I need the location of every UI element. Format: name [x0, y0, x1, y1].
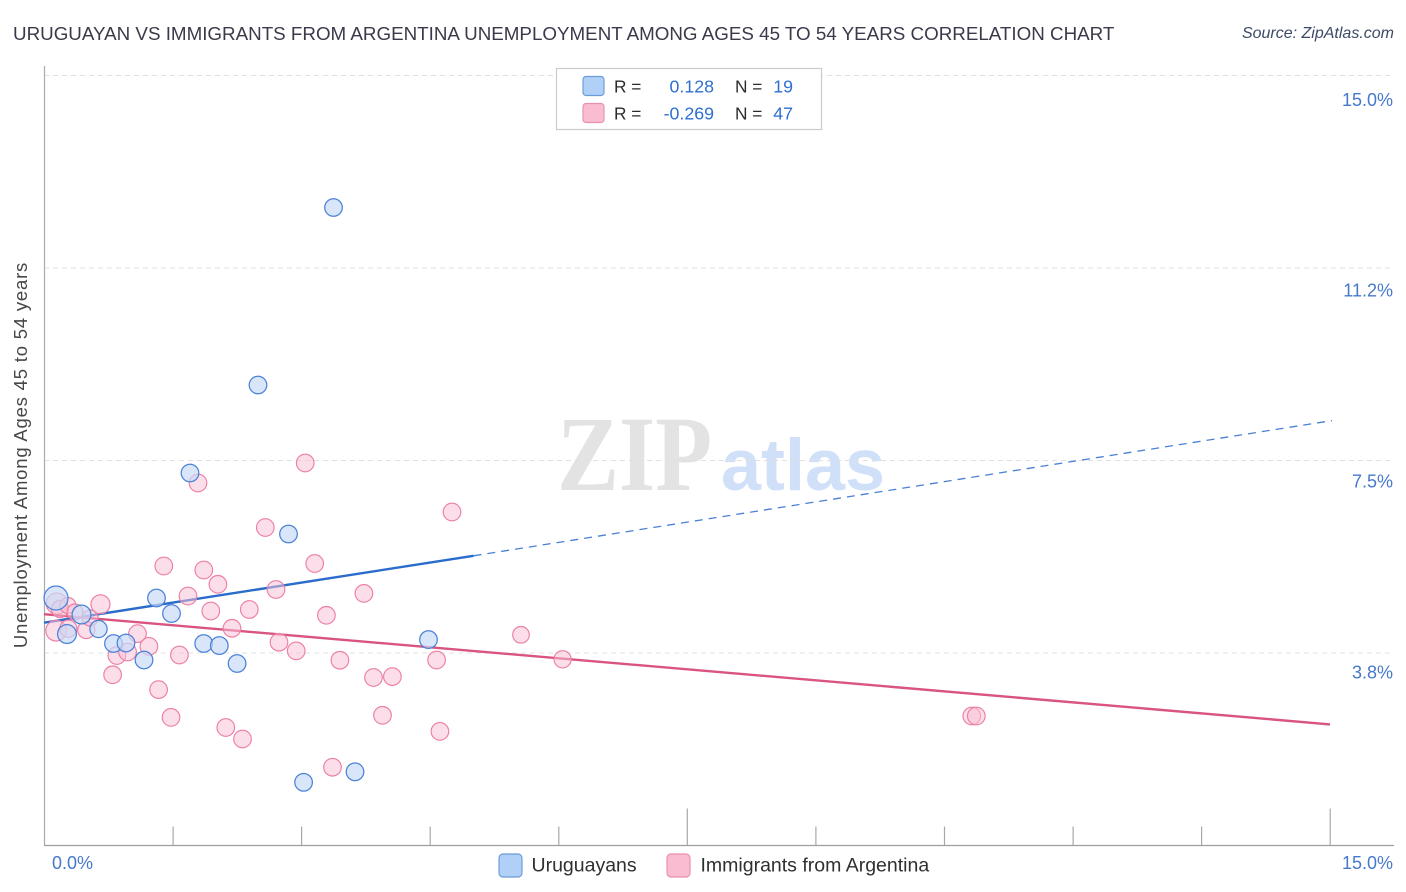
svg-text:47: 47 [773, 104, 793, 124]
svg-text:R =: R = [614, 77, 641, 97]
svg-text:Immigrants from Argentina: Immigrants from Argentina [701, 855, 930, 877]
svg-text:Source: ZipAtlas.com: Source: ZipAtlas.com [1242, 25, 1394, 42]
svg-text:19: 19 [773, 77, 793, 97]
svg-text:-0.269: -0.269 [664, 104, 715, 124]
svg-text:15.0%: 15.0% [1342, 90, 1393, 110]
svg-text:Uruguayans: Uruguayans [532, 855, 637, 877]
svg-text:R =: R = [614, 104, 641, 124]
svg-text:15.0%: 15.0% [1342, 853, 1393, 873]
svg-text:N =: N = [735, 104, 762, 124]
svg-text:URUGUAYAN VS IMMIGRANTS FROM A: URUGUAYAN VS IMMIGRANTS FROM ARGENTINA U… [13, 23, 1115, 44]
svg-text:7.5%: 7.5% [1352, 472, 1393, 492]
svg-text:3.8%: 3.8% [1352, 663, 1393, 683]
svg-text:11.2%: 11.2% [1343, 281, 1393, 301]
svg-text:0.128: 0.128 [670, 77, 715, 97]
svg-text:0.0%: 0.0% [52, 853, 93, 873]
svg-text:N =: N = [735, 77, 762, 97]
svg-text:ZIP: ZIP [557, 396, 712, 514]
svg-text:Unemployment Among Ages 45 to: Unemployment Among Ages 45 to 54 years [10, 262, 31, 648]
svg-text:atlas: atlas [721, 425, 885, 506]
